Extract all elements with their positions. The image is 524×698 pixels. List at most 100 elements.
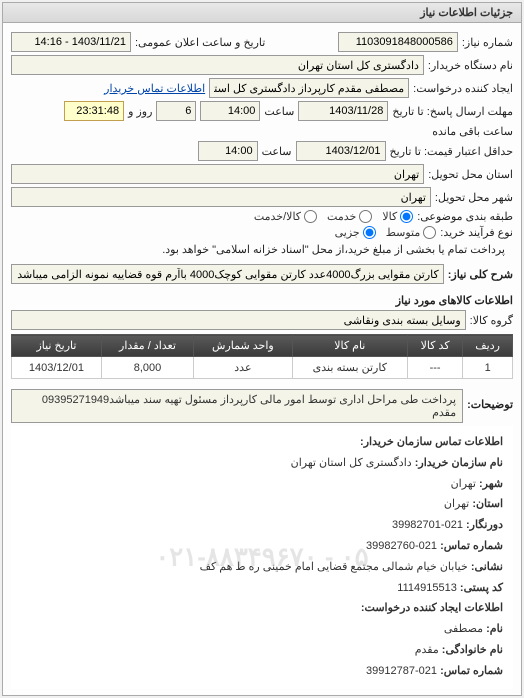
table-header-row: ردیف کد کالا نام کالا واحد شمارش تعداد /…	[12, 335, 513, 357]
contact-surname-row: نام خانوادگی: مقدم	[21, 641, 503, 661]
cell-0-4: 8,000	[101, 357, 193, 379]
classification-opt-0: کالا	[382, 210, 397, 223]
row-quote-valid: حداقل اعتبار قیمت: تا تاریخ ساعت	[11, 141, 513, 161]
quote-valid-label: حداقل اعتبار قیمت: تا تاریخ	[390, 145, 513, 158]
contact-link[interactable]: اطلاعات تماس خریدار	[104, 82, 205, 95]
contact-name-row: نام: مصطفی	[21, 620, 503, 640]
col-3: واحد شمارش	[194, 335, 293, 357]
col-1: کد کالا	[407, 335, 462, 357]
contact-phone-row: شماره تماس: 021-39982760	[21, 537, 503, 557]
cell-0-1: ---	[407, 357, 462, 379]
row-need-title: شرح کلی نیاز:	[11, 264, 513, 284]
contact-name: مصطفی	[444, 623, 483, 635]
panel-body: شماره نیاز: تاریخ و ساعت اعلان عمومی: نا…	[3, 23, 521, 695]
col-0: ردیف	[463, 335, 513, 357]
contact-fax-label: دورنگار:	[466, 519, 503, 531]
desc-label: توضیحات:	[467, 398, 513, 411]
goods-group-label: گروه کالا:	[470, 314, 513, 327]
cell-0-5: 1403/12/01	[12, 357, 102, 379]
deadline-hour-field[interactable]	[200, 101, 260, 121]
days-sep: روز و	[128, 105, 152, 118]
delivery-county-field[interactable]	[11, 187, 431, 207]
requester-label: ایجاد کننده درخواست:	[413, 82, 513, 95]
col-5: تاریخ نیاز	[12, 335, 102, 357]
delivery-state-field[interactable]	[11, 164, 424, 184]
contact-address-label: نشانی:	[471, 561, 503, 573]
contact-org-row: نام سازمان خریدار: دادگستری کل استان تهر…	[21, 454, 503, 474]
purchase-type-radio-group: متوسط جزیی	[335, 226, 437, 239]
row-deadline: مهلت ارسال پاسخ: تا تاریخ ساعت روز و ساع…	[11, 101, 513, 138]
desc-box: پرداخت طی مراحل اداری توسط امور مالی کار…	[11, 389, 463, 423]
classification-radio-0[interactable]	[400, 210, 413, 223]
cell-0-2: کارتن بسته بندی	[292, 357, 407, 379]
table-row[interactable]: 1 --- کارتن بسته بندی عدد 8,000 1403/12/…	[12, 357, 513, 379]
purchase-type-note: پرداخت تمام یا بخشی از مبلغ خرید،از محل …	[162, 243, 505, 256]
cell-0-0: 1	[463, 357, 513, 379]
contact-postal-row: کد پستی: 1114915513	[21, 579, 503, 599]
classification-radio-group: کالا خدمت کالا/خدمت	[254, 210, 413, 223]
need-details-panel: جزئیات اطلاعات نیاز شماره نیاز: تاریخ و …	[2, 2, 522, 696]
contact-section: ۰۲۱-۸۸۳۴۹۶۷۰ - ۰۵ اطلاعات تماس سازمان خر…	[11, 426, 513, 689]
time-remaining-field[interactable]	[64, 101, 124, 121]
contact-postal: 1114915513	[397, 582, 457, 594]
hour-label-1: ساعت	[264, 105, 294, 118]
classification-opt-2: کالا/خدمت	[254, 210, 301, 223]
need-title-label: شرح کلی نیاز:	[448, 268, 513, 281]
contact-phone: 021-39982760	[366, 540, 437, 552]
need-no-field[interactable]	[338, 32, 458, 52]
row-purchase-type: نوع فرآیند خرید: متوسط جزیی پرداخت تمام …	[11, 226, 513, 256]
hour-label-2: ساعت	[262, 145, 292, 158]
goods-table: ردیف کد کالا نام کالا واحد شمارش تعداد /…	[11, 334, 513, 379]
row-buyer-org: نام دستگاه خریدار:	[11, 55, 513, 75]
contact-req-phone: 021-39912787	[366, 665, 437, 677]
row-delivery-state: استان محل تحویل:	[11, 164, 513, 184]
row-requester: ایجاد کننده درخواست: اطلاعات تماس خریدار	[11, 78, 513, 98]
buyer-org-label: نام دستگاه خریدار:	[428, 59, 513, 72]
contact-city: تهران	[451, 478, 476, 490]
need-title-field[interactable]	[11, 264, 444, 284]
purchase-type-label: نوع فرآیند خرید:	[440, 226, 513, 239]
contact-fax: 021-39982701	[392, 519, 463, 531]
contact-city-row: شهر: تهران	[21, 475, 503, 495]
days-remaining-field[interactable]	[156, 101, 196, 121]
classification-radio-2[interactable]	[304, 210, 317, 223]
contact-surname: مقدم	[415, 644, 439, 656]
contact-state-row: استان: تهران	[21, 495, 503, 515]
buyer-org-field[interactable]	[11, 55, 424, 75]
delivery-county-label: شهر محل تحویل:	[435, 191, 513, 204]
contact-state-label: استان:	[472, 498, 503, 510]
contact-req-phone-label: شماره تماس:	[440, 665, 503, 677]
row-classification: طبقه بندی موضوعی: کالا خدمت کالا/خدمت	[11, 210, 513, 223]
contact-section-title: اطلاعات تماس سازمان خریدار:	[21, 433, 503, 453]
purchase-type-opt-0: متوسط	[386, 226, 421, 239]
panel-title: جزئیات اطلاعات نیاز	[3, 3, 521, 23]
contact-city-label: شهر:	[479, 478, 503, 490]
row-delivery-county: شهر محل تحویل:	[11, 187, 513, 207]
deadline-date-field[interactable]	[298, 101, 388, 121]
goods-section-title: اطلاعات کالاهای مورد نیاز	[11, 294, 513, 307]
requester-field[interactable]	[209, 78, 409, 98]
need-no-label: شماره نیاز:	[462, 36, 513, 49]
deadline-label: مهلت ارسال پاسخ: تا تاریخ	[392, 105, 513, 118]
contact-phone-label: شماره تماس:	[440, 540, 503, 552]
classification-radio-1[interactable]	[359, 210, 372, 223]
purchase-type-radio-1[interactable]	[363, 226, 376, 239]
quote-valid-date-field[interactable]	[296, 141, 386, 161]
row-need-no: شماره نیاز: تاریخ و ساعت اعلان عمومی:	[11, 32, 513, 52]
delivery-state-label: استان محل تحویل:	[428, 168, 513, 181]
contact-fax-row: دورنگار: 021-39982701	[21, 516, 503, 536]
contact-org-label: نام سازمان خریدار:	[415, 457, 503, 469]
time-suffix: ساعت باقی مانده	[432, 125, 513, 138]
contact-org: دادگستری کل استان تهران	[291, 457, 412, 469]
quote-valid-hour-field[interactable]	[198, 141, 258, 161]
announce-label: تاریخ و ساعت اعلان عمومی:	[135, 36, 265, 49]
requester-section-title: اطلاعات ایجاد کننده درخواست:	[21, 599, 503, 619]
contact-state: تهران	[444, 498, 469, 510]
purchase-type-opt-1: جزیی	[335, 226, 360, 239]
contact-address: خیابان خیام شمالی مجتمع قضایی امام خمینی…	[200, 561, 468, 573]
announce-field[interactable]	[11, 32, 131, 52]
goods-group-field[interactable]	[11, 310, 466, 330]
purchase-type-radio-0[interactable]	[423, 226, 436, 239]
contact-name-label: نام:	[486, 623, 503, 635]
classification-label: طبقه بندی موضوعی:	[417, 210, 513, 223]
